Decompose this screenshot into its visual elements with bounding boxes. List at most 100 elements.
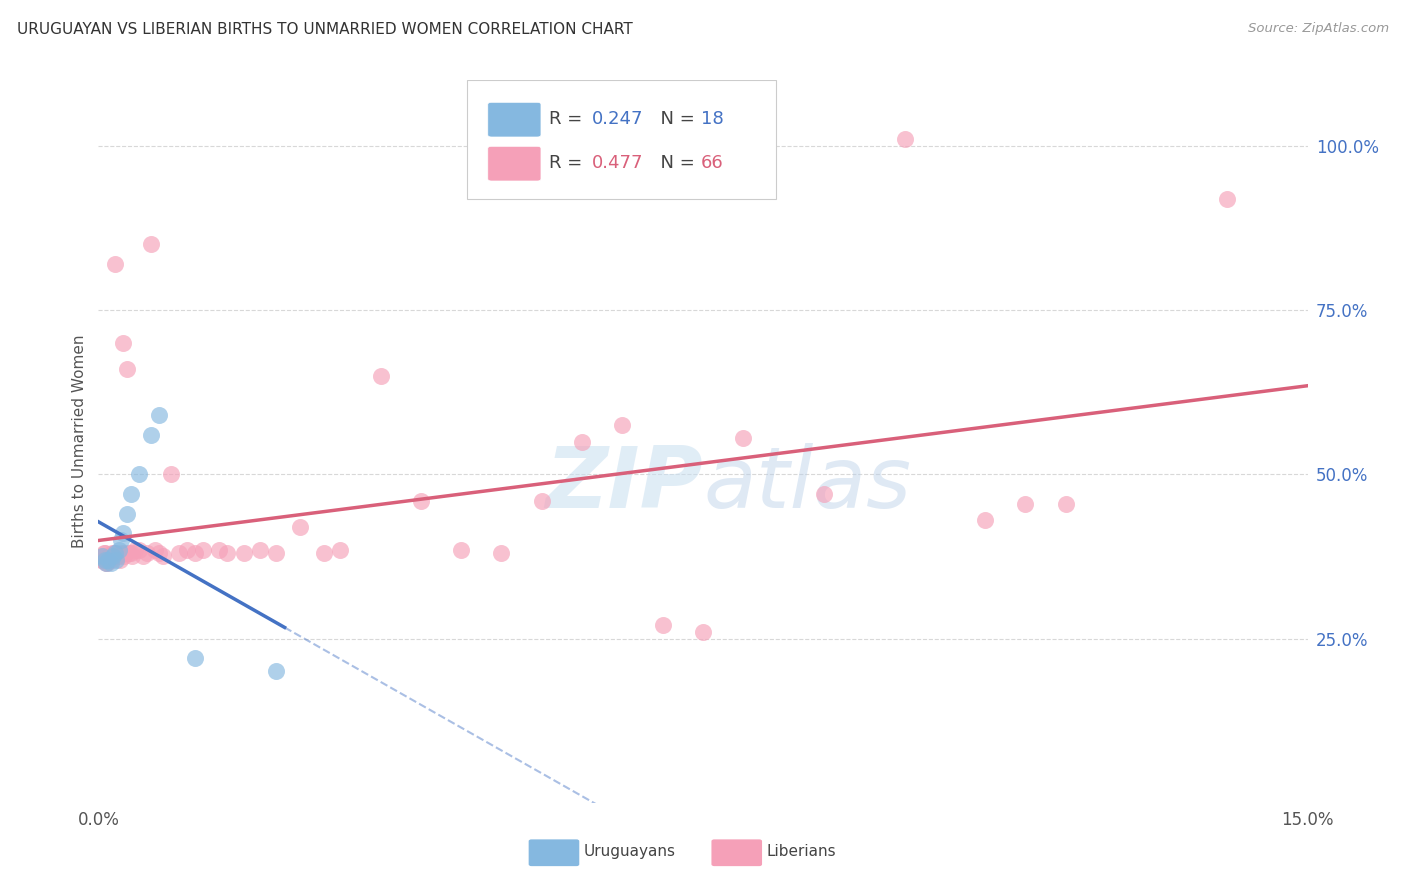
Point bbox=[288, 520, 311, 534]
Point bbox=[96, 553, 118, 567]
Point bbox=[105, 553, 128, 567]
Point bbox=[91, 549, 114, 564]
Point bbox=[167, 546, 190, 560]
Point bbox=[105, 546, 128, 560]
Point bbox=[115, 507, 138, 521]
Point bbox=[97, 549, 120, 564]
Point bbox=[100, 549, 122, 564]
Text: N =: N = bbox=[648, 154, 700, 172]
Point bbox=[264, 546, 287, 560]
Point bbox=[97, 553, 120, 567]
Point bbox=[120, 546, 142, 560]
Point bbox=[184, 546, 207, 560]
Point bbox=[108, 553, 131, 567]
Point bbox=[450, 542, 472, 557]
Point bbox=[90, 553, 112, 567]
Point bbox=[105, 549, 128, 564]
Point bbox=[103, 546, 125, 560]
Point bbox=[96, 556, 118, 570]
Point bbox=[139, 237, 162, 252]
Text: URUGUAYAN VS LIBERIAN BIRTHS TO UNMARRIED WOMEN CORRELATION CHART: URUGUAYAN VS LIBERIAN BIRTHS TO UNMARRIE… bbox=[17, 22, 633, 37]
Point bbox=[249, 542, 271, 557]
Point bbox=[232, 546, 254, 560]
Point bbox=[329, 542, 352, 557]
Point bbox=[100, 553, 122, 567]
Point bbox=[114, 546, 136, 560]
Point bbox=[1014, 497, 1036, 511]
Text: Uruguayans: Uruguayans bbox=[583, 845, 675, 859]
Point bbox=[692, 625, 714, 640]
Point bbox=[135, 546, 157, 560]
FancyBboxPatch shape bbox=[488, 146, 541, 181]
Point bbox=[94, 553, 117, 567]
Point bbox=[94, 546, 117, 560]
Point bbox=[184, 651, 207, 665]
Y-axis label: Births to Unmarried Women: Births to Unmarried Women bbox=[72, 334, 87, 549]
Point bbox=[143, 542, 166, 557]
Point bbox=[571, 434, 593, 449]
Point bbox=[160, 467, 183, 482]
Point bbox=[96, 556, 118, 570]
Point bbox=[176, 542, 198, 557]
Point bbox=[148, 409, 170, 423]
Point bbox=[813, 487, 835, 501]
Point bbox=[148, 546, 170, 560]
Point bbox=[103, 546, 125, 560]
Text: 0.247: 0.247 bbox=[592, 110, 644, 128]
Text: R =: R = bbox=[550, 110, 589, 128]
Text: 18: 18 bbox=[700, 110, 723, 128]
Text: 0.477: 0.477 bbox=[592, 154, 644, 172]
Text: atlas: atlas bbox=[703, 443, 911, 526]
Point bbox=[101, 549, 124, 564]
Point bbox=[93, 546, 115, 560]
Point bbox=[111, 336, 134, 351]
FancyBboxPatch shape bbox=[467, 80, 776, 200]
Point bbox=[115, 362, 138, 376]
Point bbox=[152, 549, 174, 564]
Text: N =: N = bbox=[648, 110, 700, 128]
Point bbox=[491, 546, 513, 560]
Point bbox=[193, 542, 215, 557]
Point bbox=[530, 493, 553, 508]
Point bbox=[1216, 192, 1239, 206]
Point bbox=[110, 533, 132, 547]
Point bbox=[314, 546, 336, 560]
Point bbox=[124, 542, 146, 557]
Point bbox=[264, 665, 287, 679]
Point bbox=[94, 556, 117, 570]
Point bbox=[139, 428, 162, 442]
Point bbox=[118, 546, 141, 560]
Point bbox=[1054, 497, 1077, 511]
Text: 66: 66 bbox=[700, 154, 723, 172]
Point bbox=[97, 553, 120, 567]
Point bbox=[217, 546, 239, 560]
Point bbox=[112, 549, 135, 564]
Point bbox=[121, 549, 143, 564]
Text: R =: R = bbox=[550, 154, 589, 172]
Point bbox=[107, 542, 129, 557]
Point bbox=[128, 467, 150, 482]
Point bbox=[110, 546, 132, 560]
Point bbox=[974, 513, 997, 527]
Point bbox=[101, 549, 124, 564]
FancyBboxPatch shape bbox=[488, 103, 541, 137]
Point bbox=[111, 526, 134, 541]
Point bbox=[132, 549, 155, 564]
Point bbox=[100, 556, 122, 570]
Point bbox=[101, 546, 124, 560]
Point bbox=[128, 542, 150, 557]
Text: ZIP: ZIP bbox=[546, 443, 703, 526]
Point bbox=[370, 368, 392, 383]
Point bbox=[733, 431, 755, 445]
Point bbox=[103, 257, 125, 271]
Point bbox=[612, 418, 634, 433]
Text: Source: ZipAtlas.com: Source: ZipAtlas.com bbox=[1249, 22, 1389, 36]
Point bbox=[651, 618, 673, 632]
Point bbox=[91, 549, 114, 564]
Point bbox=[91, 553, 114, 567]
Point bbox=[208, 542, 231, 557]
Point bbox=[409, 493, 432, 508]
Point bbox=[120, 487, 142, 501]
Text: Liberians: Liberians bbox=[766, 845, 837, 859]
Point bbox=[893, 132, 915, 146]
